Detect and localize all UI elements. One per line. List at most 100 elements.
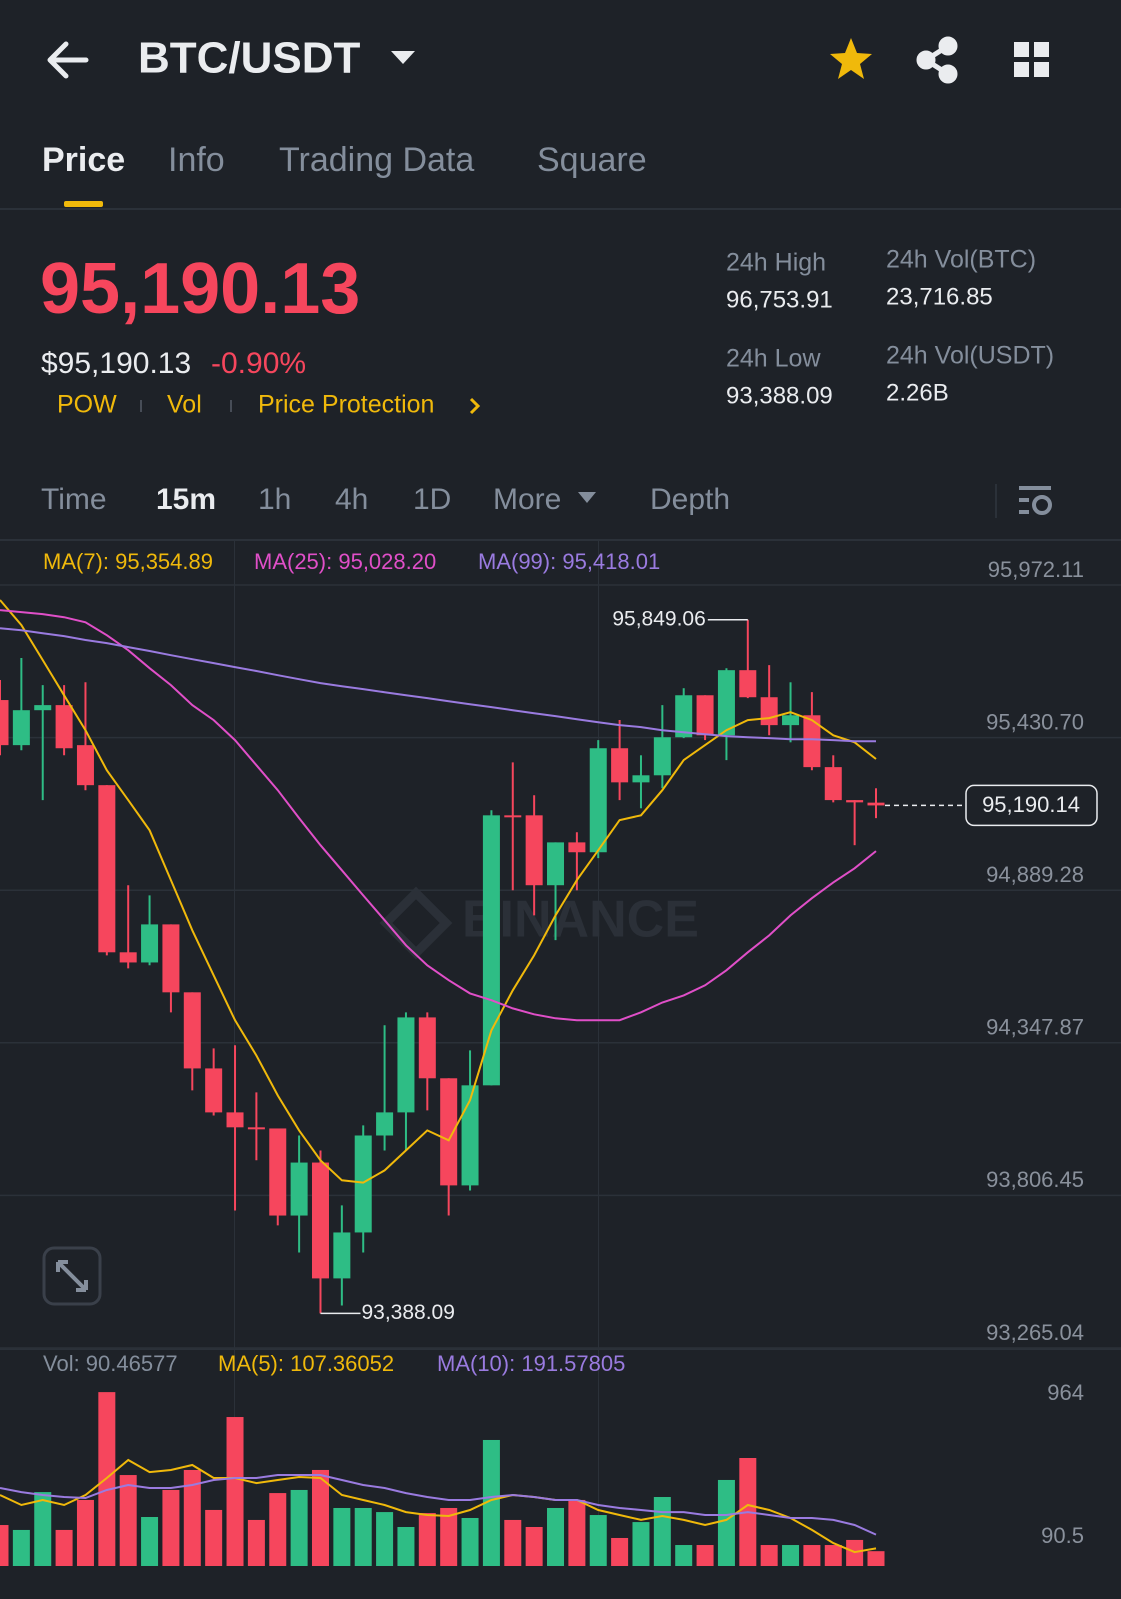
pane-divider: [0, 1348, 1121, 1350]
y-tick-label: 95,972.11: [988, 557, 1084, 582]
chevron: [469, 397, 481, 415]
tab[interactable]: Info: [168, 141, 225, 179]
tab[interactable]: Price: [42, 141, 125, 179]
interval[interactable]: More: [493, 483, 561, 516]
candle-body: [290, 1162, 308, 1216]
candle-body: [803, 715, 821, 768]
volume-bar: [696, 1545, 714, 1566]
volume-bar: [205, 1509, 223, 1566]
tab[interactable]: Square: [537, 141, 647, 179]
volume-ma-legend: MA(5): 107.36052: [218, 1351, 394, 1376]
stat-value: 2.26B: [886, 379, 949, 406]
y-tick-label: 964: [1047, 1380, 1084, 1405]
volume-bar: [653, 1497, 671, 1566]
volume-bar: [867, 1551, 885, 1566]
interval[interactable]: Depth: [650, 483, 730, 516]
share-button[interactable]: [916, 36, 958, 84]
favorite-star[interactable]: [830, 38, 872, 79]
tab[interactable]: Trading Data: [279, 141, 474, 179]
time-grid-line: [598, 541, 599, 1566]
y-tick-label: 95,430.70: [986, 709, 1084, 734]
stat-label: 24h Low: [726, 345, 821, 373]
ma-legend: MA(25): 95,028.20: [254, 549, 436, 574]
watermark: BINANCE: [379, 886, 699, 960]
last-price: 95,190.13: [40, 249, 360, 329]
chart-settings[interactable]: [1019, 486, 1052, 515]
ma-legend: MA(99): 95,418.01: [478, 549, 660, 574]
ma-line: [0, 609, 877, 1022]
volume-bar: [589, 1515, 607, 1566]
candle-body: [653, 737, 671, 776]
divider: [0, 208, 1121, 210]
volume-bar: [782, 1545, 800, 1566]
interval[interactable]: 4h: [335, 483, 368, 516]
candle-body: [376, 1112, 394, 1136]
candle-body: [98, 785, 116, 953]
volume-bar: [482, 1439, 500, 1566]
interval[interactable]: 1D: [413, 483, 451, 516]
candle-body: [568, 842, 586, 853]
candle-body: [525, 815, 543, 886]
candle-body: [247, 1127, 265, 1130]
tag[interactable]: POW: [57, 391, 117, 419]
interval[interactable]: 1h: [258, 483, 291, 516]
candle-body: [12, 710, 30, 746]
tag[interactable]: Price Protection: [258, 391, 434, 419]
interval[interactable]: Time: [41, 483, 107, 516]
candle-body: [547, 842, 565, 886]
y-tick-label: 93,265.04: [986, 1320, 1084, 1345]
volume-ma-line: [0, 1458, 877, 1554]
candle-body: [76, 745, 94, 786]
high-label: 95,849.06: [612, 607, 705, 630]
separator: [140, 400, 142, 412]
fullscreen-button[interactable]: [42, 1246, 102, 1306]
candle-body: [482, 815, 500, 1086]
grid-menu[interactable]: [1014, 42, 1049, 77]
volume-bar: [376, 1512, 394, 1566]
candle-body: [205, 1068, 223, 1113]
volume-bar: [418, 1513, 436, 1566]
volume-bar: [141, 1516, 159, 1566]
ma-legend: MA(7): 95,354.89: [43, 549, 213, 574]
candle-body: [119, 952, 137, 963]
volume-bar: [504, 1519, 522, 1566]
y-tick-label: 94,889.28: [986, 862, 1084, 887]
stat-label: 24h Vol(BTC): [886, 246, 1036, 274]
ma-line: [0, 599, 877, 1184]
volume-ma-legend: MA(10): 191.57805: [437, 1351, 625, 1376]
volume-bar: [162, 1489, 180, 1566]
candle-body: [782, 715, 800, 726]
volume-bar: [12, 1529, 30, 1566]
more-dropdown[interactable]: [578, 492, 596, 503]
stat-value: 23,716.85: [886, 283, 993, 310]
pair-title[interactable]: BTC/USDT: [138, 34, 361, 83]
candle-body: [354, 1135, 372, 1233]
candle-body: [141, 924, 159, 963]
stat-value: 96,753.91: [726, 286, 833, 313]
candle-body: [440, 1078, 458, 1186]
volume-bar: [34, 1492, 52, 1566]
volume-bar: [247, 1519, 265, 1566]
candle-body: [397, 1017, 415, 1113]
candle-body: [760, 697, 778, 726]
candle-body: [867, 802, 885, 806]
back-button[interactable]: [47, 41, 89, 79]
price-change: -0.90%: [211, 347, 306, 380]
low-label: 93,388.09: [361, 1301, 454, 1324]
interval[interactable]: 15m: [156, 483, 216, 516]
y-tick-label: 93,806.45: [986, 1167, 1084, 1192]
volume-bar: [55, 1529, 73, 1566]
candle-body: [333, 1232, 351, 1279]
volume-bar: [183, 1469, 201, 1566]
volume-bar: [568, 1499, 586, 1566]
watermark-text: BINANCE: [462, 891, 699, 949]
candle-body: [162, 924, 180, 993]
pair-dropdown[interactable]: [391, 51, 415, 64]
volume-bar: [632, 1522, 650, 1566]
candle-body: [675, 695, 693, 738]
candle-body: [461, 1085, 479, 1186]
tag[interactable]: Vol: [167, 391, 202, 419]
y-tick-label: 94,347.87: [986, 1015, 1084, 1040]
volume-bar: [824, 1545, 842, 1566]
